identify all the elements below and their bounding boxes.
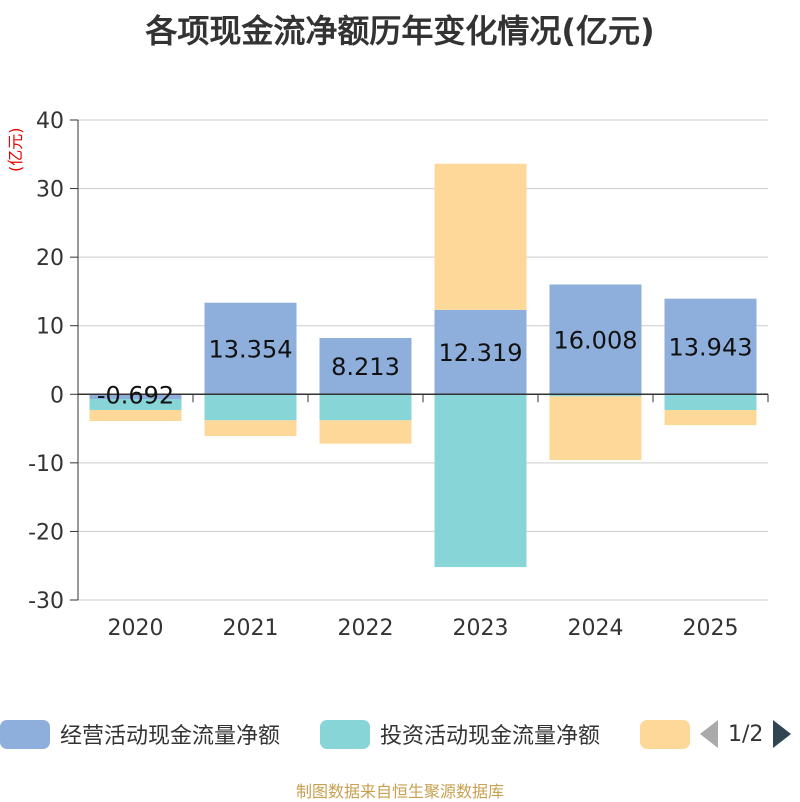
legend-item-financing[interactable] [640,712,700,756]
data-label: 8.213 [331,353,400,381]
legend-page-indicator: 1/2 [728,721,764,747]
previous-page-arrow-icon[interactable] [700,720,718,748]
data-label: -0.692 [97,381,174,409]
legend: 经营活动现金流量净额 投资活动现金流量净额 [0,712,800,756]
y-tick-label: 10 [36,315,64,340]
bar-3-2024 [549,396,642,461]
bar-2-2022 [319,394,412,421]
x-tick-label: 2023 [453,616,509,641]
data-source-note: 制图数据来自恒生聚源数据库 [295,782,504,801]
x-tick-label: 2021 [223,616,279,641]
legend-pager: 1/2 [700,712,792,756]
y-tick-label: 20 [36,246,64,271]
x-tick-label: 2025 [683,616,739,641]
bar-3-2022 [319,420,412,444]
bar-2-2025 [664,394,757,411]
bar-3-2025 [664,410,757,426]
y-tick-label: 40 [36,109,64,134]
y-tick-label: -20 [28,520,64,545]
bar-2-2024 [549,394,642,397]
legend-label-operating: 经营活动现金流量净额 [60,724,281,749]
y-tick-label: 30 [36,178,64,203]
y-tick-label: -30 [28,589,64,614]
x-tick-label: 2024 [568,616,624,641]
bar-1-2020 [89,394,182,400]
y-tick-label: 0 [50,383,64,408]
bar-1-2023 [434,309,527,395]
x-tick-label: 2020 [108,616,164,641]
data-label: 13.354 [209,336,293,364]
data-label: 12.319 [439,339,523,367]
data-label: 13.943 [669,333,753,361]
legend-swatch-investing [320,719,370,749]
chart-title: 各项现金流净额历年变化情况(亿元) [145,12,655,50]
legend-item-investing[interactable]: 投资活动现金流量净额 [320,712,600,756]
legend-swatch-operating [0,719,50,749]
bar-1-2022 [319,337,412,395]
bar-2-2021 [204,394,297,421]
legend-item-operating[interactable]: 经营活动现金流量净额 [0,712,280,756]
y-tick-label: -10 [28,452,64,477]
bar-2-2023 [434,394,527,568]
bar-3-2020 [89,410,182,421]
bar-2-2020 [89,399,182,411]
bar-1-2024 [549,284,642,395]
bar-1-2025 [664,298,757,395]
legend-swatch-financing [640,719,690,749]
bar-3-2023 [434,163,527,310]
bar-3-2021 [204,420,297,437]
bar-chart: -30 -20 -10 0 10 20 30 40 2020 2021 2022 2023 2024 20… [28,109,769,641]
x-tick-label: 2022 [338,616,394,641]
bar-1-2021 [204,302,297,395]
data-label: 16.008 [554,326,638,354]
next-page-arrow-icon[interactable] [773,720,792,748]
legend-label-investing: 投资活动现金流量净额 [380,724,601,749]
